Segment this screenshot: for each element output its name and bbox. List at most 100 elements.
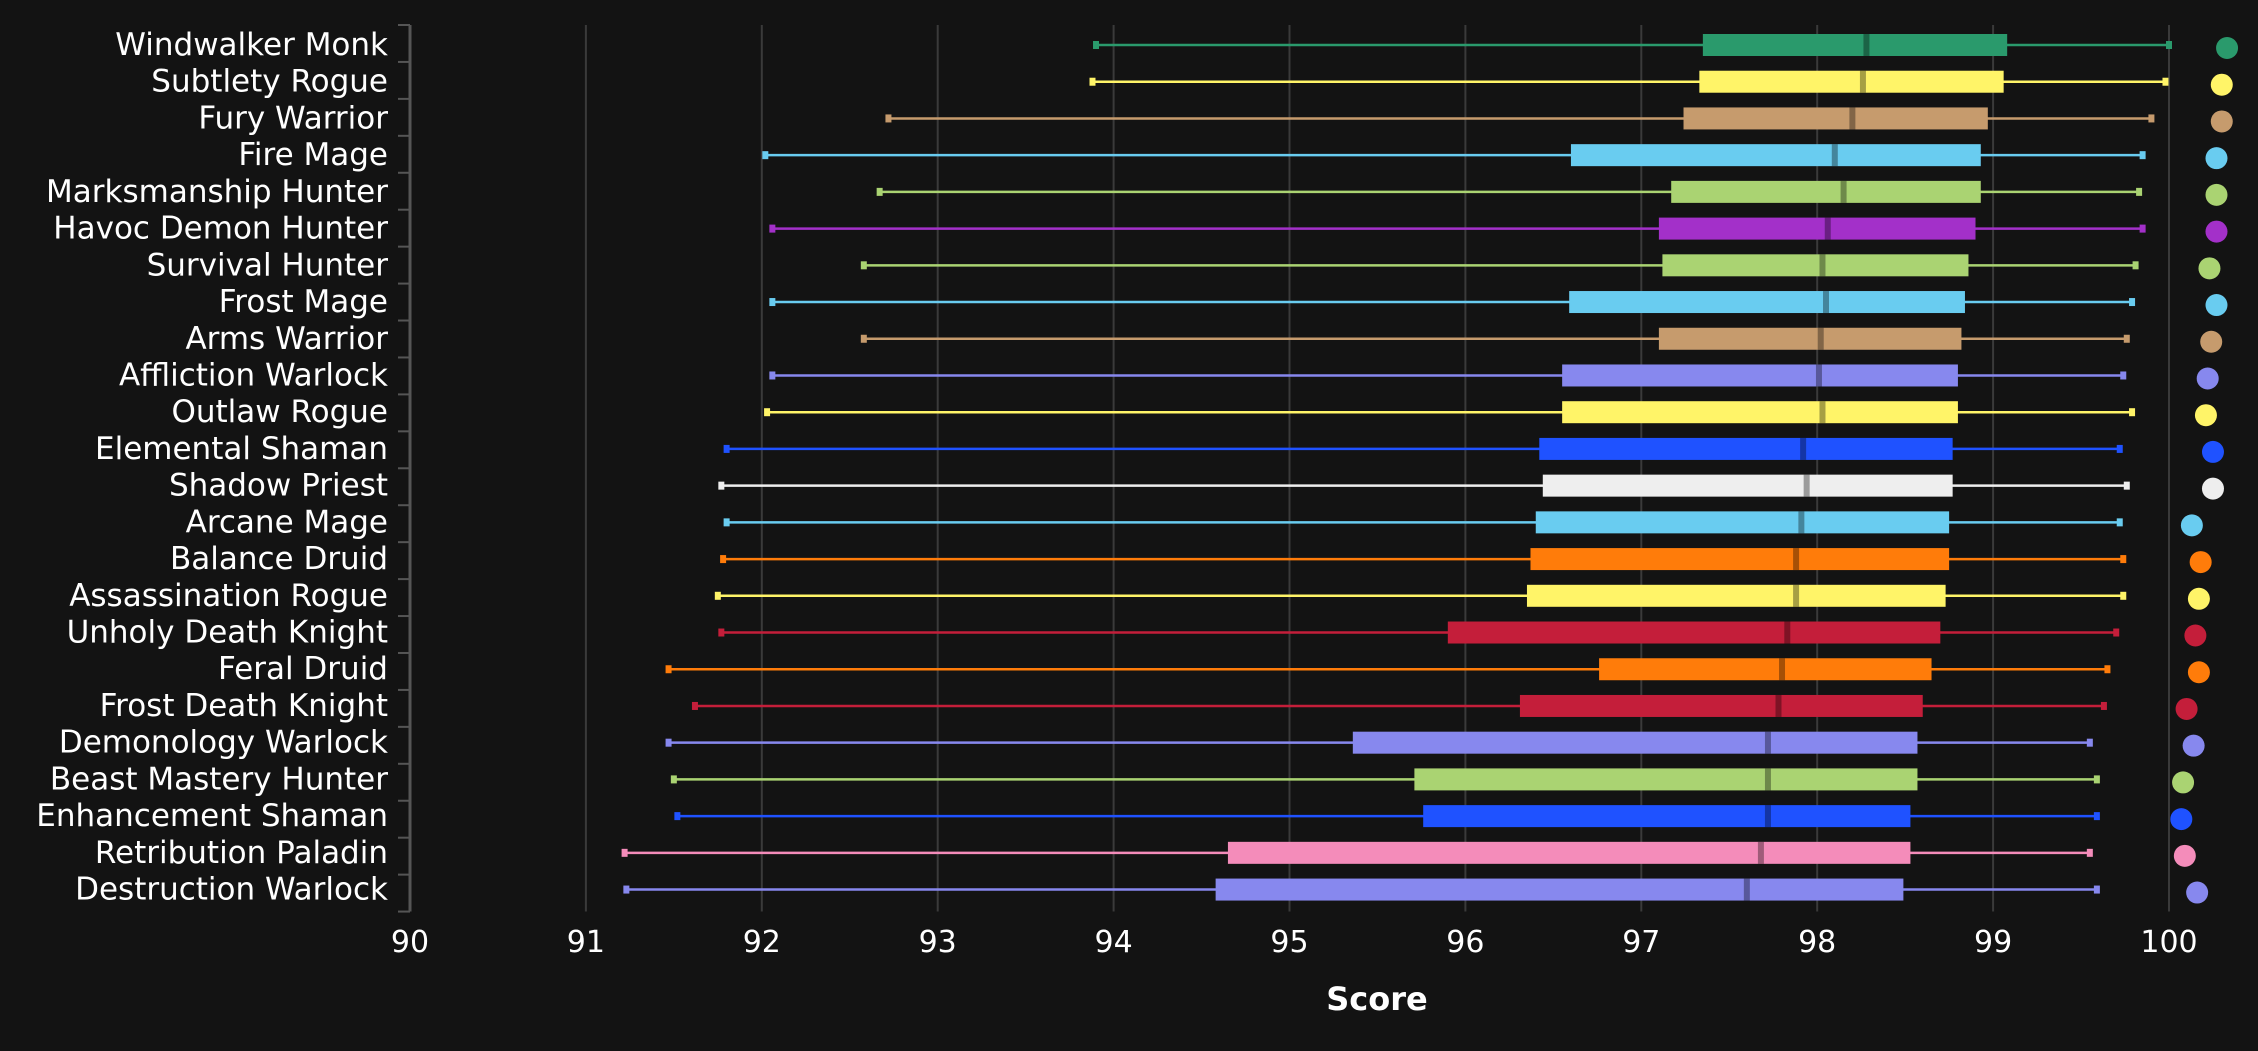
series-elemental-shaman xyxy=(723,437,2224,463)
median-marker xyxy=(1779,658,1786,681)
series-outlaw-rogue xyxy=(764,401,2217,427)
color-dot xyxy=(2194,404,2217,427)
iqr-box xyxy=(1519,694,1923,717)
series-group xyxy=(621,34,2239,904)
iqr-box xyxy=(1352,731,1918,754)
whisker-min-cap xyxy=(860,261,867,270)
iqr-box xyxy=(1658,327,1962,350)
whisker-min-cap xyxy=(769,298,776,307)
whisker-min-cap xyxy=(723,518,730,527)
median-marker xyxy=(1764,731,1771,754)
iqr-box xyxy=(1535,511,1950,534)
iqr-box xyxy=(1423,805,1911,828)
whisker-max-cap xyxy=(2129,298,2136,307)
whisker-min-cap xyxy=(860,334,867,343)
iqr-box xyxy=(1562,364,1958,387)
category-label: Shadow Priest xyxy=(169,468,388,504)
whisker-min-cap xyxy=(764,408,771,417)
series-windwalker-monk xyxy=(1093,34,2239,59)
iqr-box xyxy=(1215,878,1904,901)
category-label: Subtlety Rogue xyxy=(151,64,388,100)
whisker-min-cap xyxy=(885,114,892,123)
median-marker xyxy=(1840,180,1847,203)
whisker-min-cap xyxy=(670,775,677,784)
color-dot xyxy=(2205,294,2228,317)
whisker-max-cap xyxy=(2139,151,2146,160)
median-marker xyxy=(1764,805,1771,828)
x-tick-label-98: 98 xyxy=(1798,925,1836,960)
color-dot xyxy=(2216,37,2239,59)
series-fire-mage xyxy=(762,144,2228,170)
median-marker xyxy=(1743,878,1750,901)
series-marksmanship-hunter xyxy=(876,180,2228,206)
series-frost-mage xyxy=(769,291,2228,317)
series-destruction-warlock xyxy=(623,878,2209,904)
median-marker xyxy=(1822,291,1829,314)
series-balance-druid xyxy=(720,548,2212,574)
x-tick-label-91: 91 xyxy=(567,925,605,960)
x-tick-label-97: 97 xyxy=(1622,925,1660,960)
series-feral-druid xyxy=(665,658,2210,684)
x-tick-label-92: 92 xyxy=(743,925,781,960)
median-marker xyxy=(1815,364,1822,387)
whisker-min-cap xyxy=(769,371,776,380)
whisker-min-cap xyxy=(718,628,725,637)
series-demonology-warlock xyxy=(665,731,2205,757)
iqr-box xyxy=(1683,107,1988,130)
iqr-box xyxy=(1526,584,1946,607)
whisker-min-cap xyxy=(665,665,672,674)
series-enhancement-shaman xyxy=(674,805,2193,831)
whisker-min-cap xyxy=(623,885,630,894)
color-dot xyxy=(2205,147,2228,170)
whisker-max-cap xyxy=(2162,77,2169,86)
color-dot xyxy=(2184,624,2207,647)
iqr-box xyxy=(1562,401,1958,424)
whisker-max-cap xyxy=(2120,591,2127,600)
iqr-box xyxy=(1662,254,1969,277)
median-marker xyxy=(1757,841,1764,864)
x-tick-label-94: 94 xyxy=(1095,925,1133,960)
series-subtlety-rogue xyxy=(1089,70,2233,96)
median-marker xyxy=(1793,584,1800,607)
iqr-box xyxy=(1671,180,1981,203)
whisker-min-cap xyxy=(714,591,721,600)
x-tick-label-93: 93 xyxy=(919,925,957,960)
median-marker xyxy=(1817,327,1824,350)
iqr-box xyxy=(1530,548,1950,571)
whisker-min-cap xyxy=(762,151,769,160)
median-marker xyxy=(1793,548,1800,571)
whisker-min-cap xyxy=(691,701,698,710)
whisker-max-cap xyxy=(2120,555,2127,564)
color-dot xyxy=(2200,330,2223,353)
median-marker xyxy=(1784,621,1791,644)
whisker-max-cap xyxy=(2120,371,2127,380)
whisker-min-cap xyxy=(723,444,730,453)
series-affliction-warlock xyxy=(769,364,2219,390)
whisker-min-cap xyxy=(665,738,672,747)
category-label: Affliction Warlock xyxy=(119,357,388,393)
whisker-min-cap xyxy=(1093,41,1100,49)
median-marker xyxy=(1800,437,1807,460)
iqr-box xyxy=(1414,768,1918,791)
color-dot xyxy=(2198,257,2221,280)
category-label: Demonology Warlock xyxy=(59,725,388,761)
median-marker xyxy=(1819,401,1826,424)
whisker-min-cap xyxy=(674,812,681,821)
series-arcane-mage xyxy=(723,511,2203,537)
whisker-max-cap xyxy=(2093,775,2100,784)
series-survival-hunter xyxy=(860,254,2221,280)
series-beast-mastery-hunter xyxy=(670,768,2195,794)
whisker-max-cap xyxy=(2116,444,2123,453)
series-assassination-rogue xyxy=(714,584,2210,610)
whisker-max-cap xyxy=(2100,701,2107,710)
whisker-min-cap xyxy=(1089,77,1096,86)
whisker-max-cap xyxy=(2139,224,2146,233)
color-dot xyxy=(2187,661,2210,684)
whisker-max-cap xyxy=(2136,187,2143,196)
category-label: Feral Druid xyxy=(218,651,388,687)
x-tick-label-100: 100 xyxy=(2140,925,2197,960)
median-marker xyxy=(1824,217,1831,240)
iqr-box xyxy=(1539,437,1953,460)
series-retribution-paladin xyxy=(621,841,2196,867)
